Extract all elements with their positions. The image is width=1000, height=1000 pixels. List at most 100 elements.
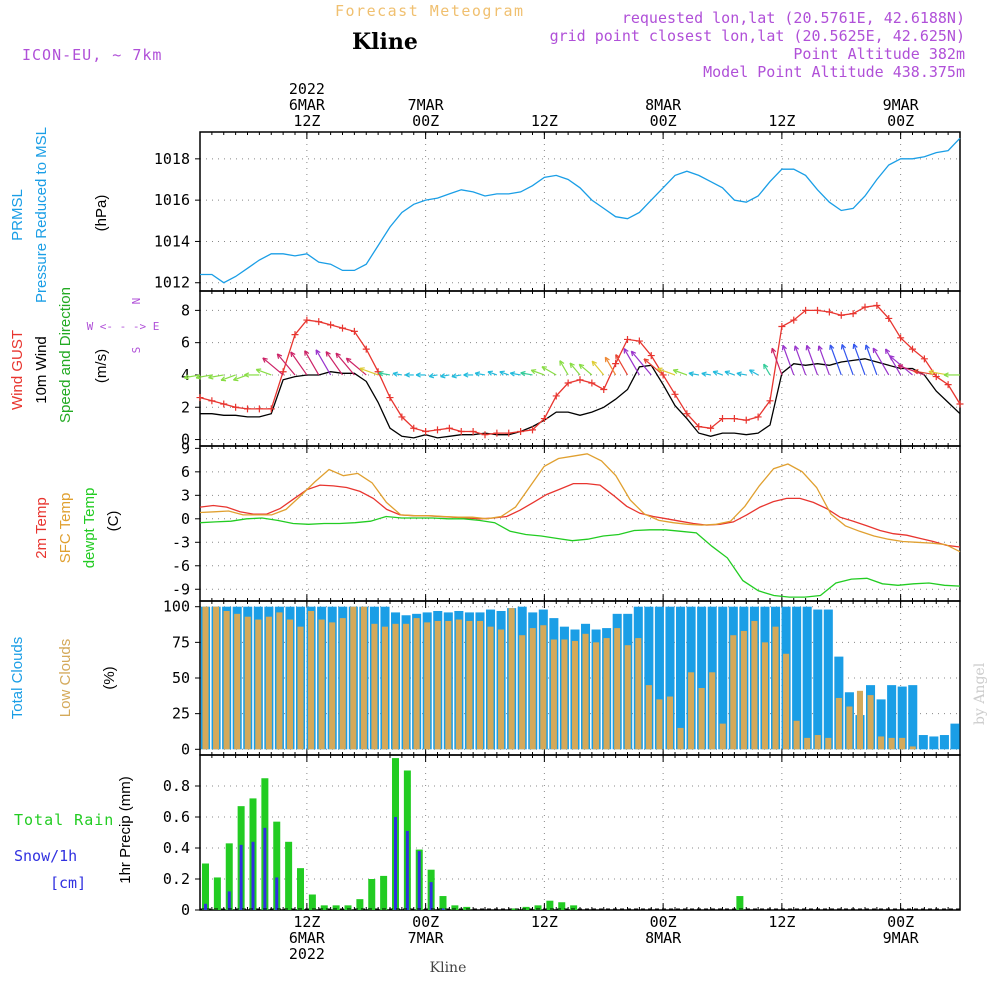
model-label: ICON-EU, ~ 7km (22, 46, 162, 64)
gust-marker (861, 303, 869, 311)
wind-arrow-head (345, 357, 352, 364)
gust-marker (540, 415, 548, 423)
wind-arrow-head (335, 352, 341, 359)
low-cloud-bar (244, 616, 251, 750)
y-tick-label: -3 (172, 533, 190, 551)
y-tick-label: 25 (172, 705, 190, 723)
wind-arrow (841, 344, 854, 376)
y-tick-label: 4 (181, 366, 190, 384)
wind-arrow (829, 344, 842, 376)
total-cloud-bar (876, 699, 886, 750)
snow-bar (441, 908, 445, 910)
wind-arrow (763, 363, 771, 376)
watermark: by Angel (972, 662, 988, 725)
low-cloud-bar (329, 622, 336, 750)
rain-bar (736, 896, 744, 910)
wind-arrow-head (392, 371, 398, 377)
gust-marker (303, 316, 311, 324)
time-label-bottom: 7MAR (408, 929, 445, 947)
gust-marker (778, 323, 786, 331)
precip-panel: 0 0.2 0.4 0.6 0.8 (163, 754, 961, 919)
gust-marker (279, 368, 287, 376)
compass-we: W <- - -> E (87, 320, 160, 333)
low-cloud-bar (846, 706, 853, 750)
low-cloud-bar (466, 620, 473, 750)
rain-bar (558, 902, 566, 910)
gust-marker (790, 316, 798, 324)
gust-marker (564, 379, 572, 387)
y-tick-label: -9 (172, 580, 190, 598)
time-label-top: 12Z (531, 112, 558, 130)
wind-arrow-head (569, 362, 575, 369)
low-cloud-bar (487, 626, 494, 750)
y-tick-label: 100 (163, 598, 190, 616)
total-cloud-bar (718, 606, 728, 750)
wind-arrow-head (724, 370, 731, 376)
total-cloud-bar (939, 735, 949, 750)
time-label-bottom: 00Z (887, 913, 914, 931)
wind-arrow-head (220, 376, 227, 382)
wind-arrow (359, 367, 379, 376)
time-label-top: 9MAR (883, 96, 920, 114)
gust-marker (469, 427, 477, 435)
snow-bar (417, 851, 421, 910)
low-cloud-bar (508, 608, 515, 750)
wind-arrow (865, 344, 878, 376)
rain-bar (510, 908, 518, 910)
y-tick-label: 1014 (154, 232, 190, 250)
low-cloud-bar (835, 697, 842, 750)
gust-marker (291, 331, 299, 339)
low-cloud-bar (529, 628, 536, 750)
y-tick-label: 6 (181, 463, 190, 481)
point-altitude: Point Altitude 382m (793, 45, 965, 63)
low-cloud-bar (614, 628, 621, 750)
low-cloud-bar (519, 635, 526, 750)
wind-arrow-head (897, 364, 904, 370)
y-tick-label: -6 (172, 557, 190, 575)
wind-arrow (290, 351, 308, 376)
gust-marker (505, 429, 513, 437)
wind-arrow-head (615, 354, 621, 360)
time-label-bottom: 9MAR (883, 929, 920, 947)
gust-marker (339, 324, 346, 332)
wind-arrow-head (290, 351, 296, 358)
low-clouds-label: Low Clouds (57, 639, 74, 717)
rain-bar (439, 896, 447, 910)
grid-point-coords: grid point closest lon,lat (20.5625E, 42… (550, 27, 965, 45)
wind-panel: 0 2 4 6 8 (181, 290, 961, 449)
gust-label: Wind GUST (9, 330, 26, 410)
wind-arrow-head (255, 368, 262, 374)
wind-arrow-head (559, 360, 565, 366)
wind-arrow-head (208, 374, 214, 380)
gust-marker (196, 394, 204, 402)
low-cloud-bar (688, 672, 695, 750)
rain-bar (202, 863, 209, 910)
low-cloud-bar (677, 727, 684, 750)
gust-marker (398, 413, 406, 421)
time-label-bottom: 12Z (768, 913, 795, 931)
time-label-top: 00Z (650, 112, 677, 130)
low-cloud-bar (381, 626, 388, 750)
wind-arrow (196, 374, 212, 379)
wind-arrow (794, 345, 807, 376)
low-cloud-bar (867, 695, 874, 750)
time-label-bottom: 8MAR (645, 929, 682, 947)
wind-arrow-head (604, 356, 610, 363)
gust-marker (873, 302, 881, 310)
rain-bar (225, 843, 233, 910)
rain-bar (546, 900, 554, 910)
low-cloud-bar (350, 606, 357, 750)
wind-arrow (673, 369, 688, 376)
low-cloud-bar (878, 736, 885, 750)
pressure-line (200, 137, 961, 284)
low-cloud-bar (445, 620, 452, 750)
gust-marker (707, 424, 715, 432)
snow-bar (227, 891, 231, 910)
wind-arrow (897, 364, 925, 376)
wind-arrow-head (325, 351, 331, 357)
wind-arrow-head (852, 343, 858, 349)
pressure-frame (199, 131, 961, 292)
wind-arrow-head (591, 360, 597, 367)
low-cloud-bar (751, 620, 758, 750)
temp-2m-line (199, 482, 961, 548)
